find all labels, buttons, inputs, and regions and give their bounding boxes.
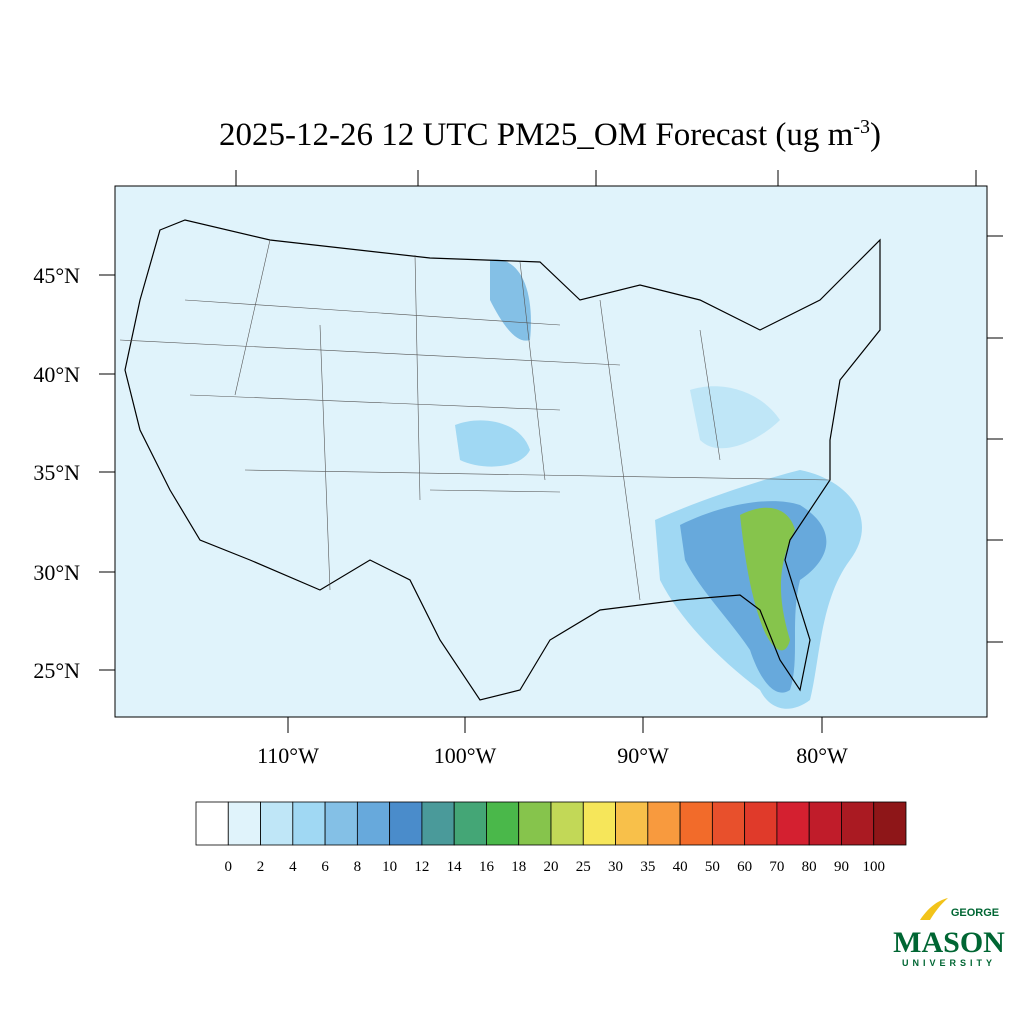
plume [740,507,795,651]
colorbar-box [582,801,616,846]
title: 2025-12-26 12 UTC PM25_OM Forecast (ug m… [219,116,881,153]
colorbar-label: 20 [544,859,559,875]
ticks [99,170,1003,733]
colorbar-label: 18 [511,859,526,875]
colorbar-box [518,801,552,846]
colorbar-box [356,801,391,846]
colorbar-box [486,801,520,846]
plume [455,420,530,467]
plume [490,259,531,341]
logo-flame [920,898,948,920]
lat-label: 45°N [33,263,80,288]
lat-label: 25°N [33,658,80,683]
colorbar-label: 6 [321,859,329,875]
colorbar-box [711,801,746,846]
colorbar-box [808,801,842,846]
logo-top: GEORGE [951,907,999,919]
colorbar-label: 90 [834,859,849,875]
lat-label: 40°N [33,362,80,387]
logo-bottom: UNIVERSITY [902,958,996,968]
map [99,170,1003,733]
colorbar-label: 2 [257,859,265,875]
colorbar-box [615,801,649,846]
colorbar-label: 80 [802,859,817,875]
colorbar-label: 35 [640,859,655,875]
logo-main: MASON [893,926,1005,959]
title-end: ) [870,117,881,153]
lat-label: 35°N [33,460,80,485]
colorbar-box [260,801,294,846]
colorbar-label: 100 [862,859,885,875]
colorbar-label: 70 [769,859,784,875]
state-borders [119,239,831,601]
colorbar-box [292,801,326,846]
colorbar-label: 8 [354,859,362,875]
colorbar-box [841,801,875,846]
colorbar-box [679,801,713,846]
plume [680,501,827,693]
colorbar-box [195,801,229,846]
colorbar-box [324,801,358,846]
colorbar-label: 14 [447,859,463,875]
colorbar-label: 40 [673,859,688,875]
colorbar-box [744,801,778,846]
title-superscript: -3 [853,116,870,138]
colorbar-box [389,801,423,846]
title-main: 2025-12-26 12 UTC PM25_OM Forecast (ug m [219,117,854,153]
colorbar-label: 4 [289,859,297,875]
colorbar-label: 10 [382,859,397,875]
colorbar-box [647,801,681,846]
colorbar-label: 50 [705,859,720,875]
colorbar-label: 0 [225,859,233,875]
colorbar-box [421,801,455,846]
logo: GEORGE MASON UNIVERSITY [893,898,1005,968]
colorbar-label: 25 [576,859,591,875]
lon-label: 80°W [796,743,848,768]
map-frame [114,185,988,718]
map-background [115,186,987,717]
colorbar-label: 16 [479,859,495,875]
lon-label: 110°W [257,743,319,768]
colorbar-label: 12 [414,859,429,875]
colorbar-box [776,801,810,846]
colorbar-box [227,801,261,846]
plume [690,386,780,449]
lon-label: 90°W [617,743,669,768]
coastline [124,219,881,701]
colorbar-label: 30 [608,859,623,875]
lon-label: 100°W [434,743,497,768]
lat-label: 30°N [33,560,80,585]
colorbar-box [453,801,487,846]
colorbar-box [873,801,907,846]
colorbar-label: 60 [737,859,752,875]
colorbar-box [550,801,584,846]
